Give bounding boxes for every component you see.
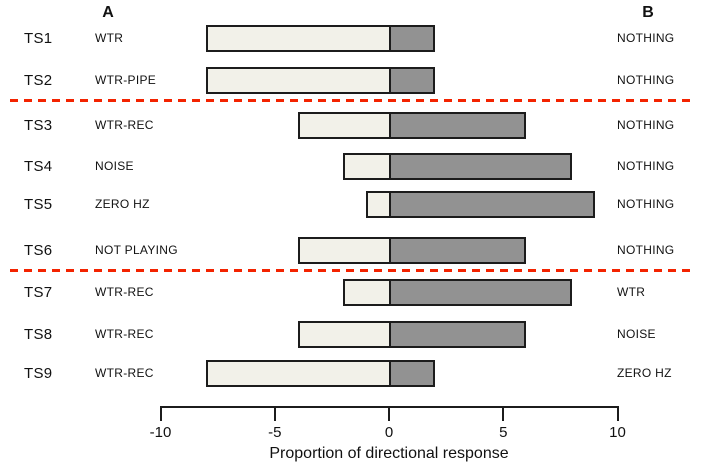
bar-right-segment	[389, 66, 435, 94]
x-axis-tick	[159, 406, 162, 421]
trial-id-label: TS4	[24, 157, 53, 175]
column-b-header: B	[642, 4, 654, 21]
stimulus-a-label: WTR-REC	[95, 366, 154, 380]
chart-row: TS3 WTR-REC NOTHING	[0, 111, 703, 139]
bar-left-segment	[297, 236, 389, 264]
trial-id-label: TS2	[24, 71, 53, 89]
stimulus-a-label: WTR-PIPE	[95, 73, 157, 87]
x-axis-tick-label: 10	[609, 424, 626, 441]
stimulus-b-label: NOTHING	[617, 197, 675, 211]
trial-id-label: TS7	[24, 283, 53, 301]
section-separator-dashed-line	[10, 269, 694, 272]
bar-left-segment	[366, 190, 389, 218]
stimulus-b-label: NOISE	[617, 327, 656, 341]
stimulus-b-label: ZERO HZ	[617, 366, 672, 380]
x-axis-tick-label: -5	[268, 424, 282, 441]
bar-right-segment	[389, 190, 595, 218]
stimulus-a-label: WTR-REC	[95, 118, 154, 132]
stimulus-a-label: ZERO HZ	[95, 197, 150, 211]
stimulus-a-label: NOT PLAYING	[95, 243, 178, 257]
chart-row: TS7 WTR-REC WTR	[0, 278, 703, 306]
bar-right-segment	[389, 152, 572, 180]
bar-left-segment	[343, 152, 389, 180]
bar-left-segment	[206, 359, 389, 387]
stimulus-a-label: WTR	[95, 31, 124, 45]
x-axis-tick-label: -10	[149, 424, 172, 441]
bar-left-segment	[343, 278, 389, 306]
stimulus-b-label: NOTHING	[617, 159, 675, 173]
stimulus-a-label: NOISE	[95, 159, 134, 173]
bar-right-segment	[389, 111, 527, 139]
chart-row: TS2 WTR-PIPE NOTHING	[0, 66, 703, 94]
chart-row: TS1 WTR NOTHING	[0, 24, 703, 52]
chart-row: TS4 NOISE NOTHING	[0, 152, 703, 180]
bar-right-segment	[389, 320, 527, 348]
stimulus-b-label: NOTHING	[617, 243, 675, 257]
trial-id-label: TS8	[24, 325, 53, 343]
stimulus-b-label: NOTHING	[617, 73, 675, 87]
trial-id-label: TS9	[24, 364, 53, 382]
trial-id-label: TS6	[24, 241, 53, 259]
x-axis-tick	[502, 406, 505, 421]
chart-row: TS5 ZERO HZ NOTHING	[0, 190, 703, 218]
bar-right-segment	[389, 24, 435, 52]
bar-right-segment	[389, 359, 435, 387]
bar-left-segment	[297, 320, 389, 348]
x-axis-tick-label: 5	[499, 424, 508, 441]
x-axis-tick	[388, 406, 390, 421]
x-axis-title: Proportion of directional response	[269, 445, 509, 462]
x-axis-tick-label: 0	[384, 424, 394, 441]
x-axis-tick	[273, 406, 276, 421]
section-separator-dashed-line	[10, 99, 694, 102]
chart-row: TS6 NOT PLAYING NOTHING	[0, 236, 703, 264]
stimulus-b-label: NOTHING	[617, 31, 675, 45]
x-axis-tick	[616, 406, 619, 421]
bar-left-segment	[206, 24, 389, 52]
bar-right-segment	[389, 236, 527, 264]
bar-right-segment	[389, 278, 572, 306]
bar-left-segment	[206, 66, 389, 94]
stimulus-a-label: WTR-REC	[95, 285, 154, 299]
chart-row: TS8 WTR-REC NOISE	[0, 320, 703, 348]
trial-id-label: TS1	[24, 29, 53, 47]
stimulus-b-label: WTR	[617, 285, 646, 299]
trial-id-label: TS3	[24, 116, 53, 134]
chart-row: TS9 WTR-REC ZERO HZ	[0, 359, 703, 387]
stimulus-a-label: WTR-REC	[95, 327, 154, 341]
bar-left-segment	[297, 111, 389, 139]
column-a-header: A	[102, 4, 114, 21]
trial-id-label: TS5	[24, 195, 53, 213]
stimulus-b-label: NOTHING	[617, 118, 675, 132]
